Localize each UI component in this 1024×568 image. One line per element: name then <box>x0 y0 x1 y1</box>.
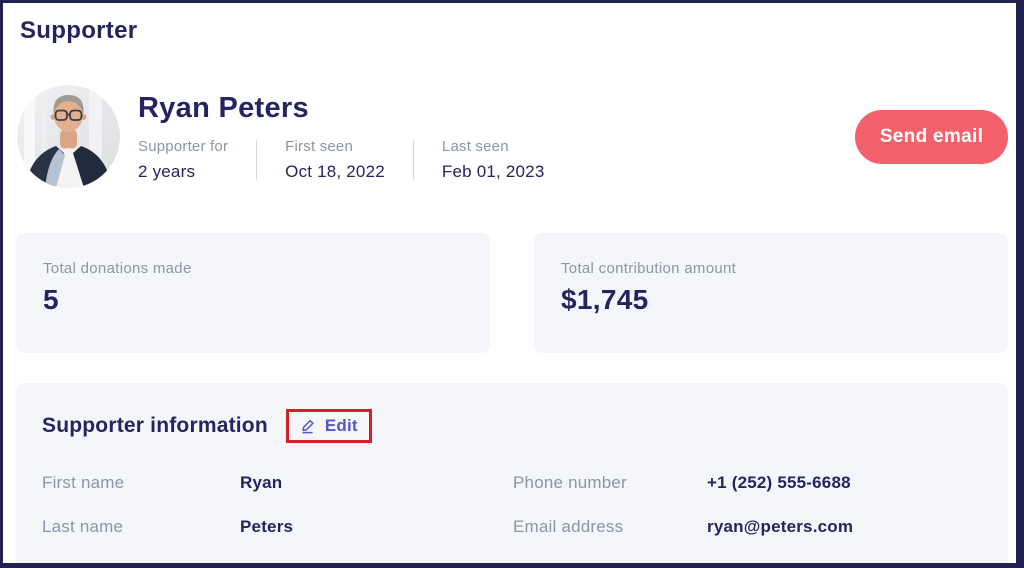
fields-grid: First name Ryan Phone number +1 (252) 55… <box>42 473 982 537</box>
avatar-image <box>17 85 120 188</box>
avatar <box>17 85 120 188</box>
vertical-divider <box>412 140 414 180</box>
meta-label: Last seen <box>441 138 509 155</box>
profile-header: Ryan Peters Supporter for 2 years First … <box>17 85 1008 188</box>
annotation-highlight-box: Edit <box>285 409 372 443</box>
field-value-last-name: Peters <box>240 517 294 536</box>
vertical-divider <box>256 140 258 180</box>
send-email-button[interactable]: Send email <box>855 109 1008 164</box>
field-value-first-name: Ryan <box>240 473 283 492</box>
meta-label: First seen <box>285 138 354 155</box>
meta-supporter-for: Supporter for 2 years <box>138 138 256 182</box>
meta-label: Supporter for <box>138 138 229 155</box>
meta-value: Oct 18, 2022 <box>285 162 385 181</box>
stat-label: Total contribution amount <box>561 260 737 277</box>
field-label-first-name: First name <box>42 473 125 492</box>
field-label-email-address: Email address <box>513 517 624 536</box>
meta-value: Feb 01, 2023 <box>441 162 545 181</box>
section-title: Supporter information <box>42 414 268 437</box>
stat-card-total-contribution: Total contribution amount $1,745 <box>534 233 1008 353</box>
field-label-last-name: Last name <box>42 517 124 536</box>
page-title: Supporter <box>20 17 138 44</box>
meta-last-seen: Last seen Feb 01, 2023 <box>414 138 573 182</box>
stat-value: 5 <box>43 284 59 315</box>
pencil-icon <box>300 418 316 434</box>
meta-first-seen: First seen Oct 18, 2022 <box>257 138 413 182</box>
meta-value: 2 years <box>138 162 196 181</box>
field-value-email-address: ryan@peters.com <box>707 517 854 536</box>
stat-label: Total donations made <box>43 260 192 277</box>
profile-main: Ryan Peters Supporter for 2 years First … <box>138 91 855 182</box>
supporter-name: Ryan Peters <box>138 92 309 124</box>
profile-meta-row: Supporter for 2 years First seen Oct 18,… <box>138 138 855 182</box>
field-label-phone-number: Phone number <box>513 473 627 492</box>
stats-row: Total donations made 5 Total contributio… <box>16 233 1008 353</box>
stat-value: $1,745 <box>561 284 649 315</box>
edit-button-label: Edit <box>324 416 358 435</box>
edit-button[interactable]: Edit <box>300 415 358 437</box>
supporter-information-header: Supporter information Edit <box>42 409 982 443</box>
field-value-phone-number: +1 (252) 555-6688 <box>707 473 851 492</box>
stat-card-total-donations: Total donations made 5 <box>16 233 490 353</box>
supporter-information-card: Supporter information Edit First name Ry… <box>16 383 1008 563</box>
